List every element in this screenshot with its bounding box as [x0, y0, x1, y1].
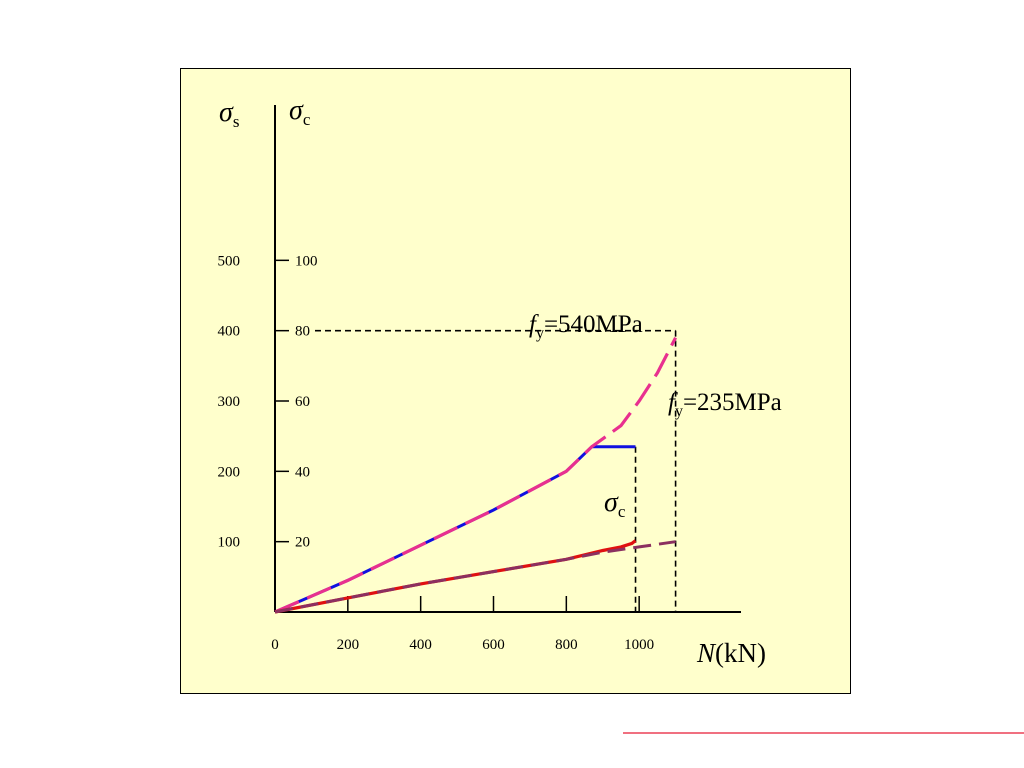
y-left-axis-title: σs	[219, 97, 239, 131]
series-label-sigma-c: σc	[604, 487, 626, 521]
x-tick-label: 400	[409, 637, 432, 653]
sigma-c-calc-line	[274, 540, 676, 614]
series-label-sigma-c-symbol: σ	[604, 487, 619, 518]
bottom-decorative-rule	[623, 732, 1024, 734]
y-left-tick-label: 300	[218, 394, 241, 410]
y-right-tick-label: 60	[295, 394, 310, 410]
x-axis-title-italic: N	[696, 638, 717, 668]
y-left-tick-label: 500	[218, 253, 241, 269]
y-left-axis-symbol: σ	[219, 97, 234, 128]
series-label-235-sub: y	[675, 403, 683, 420]
series-540-line	[274, 336, 678, 614]
chart-svg: σs σc N(kN) fy=540MPa fy=235MPa σc 10020…	[181, 69, 850, 693]
x-tick-label: 1000	[624, 637, 654, 653]
y-right-axis-subscript: c	[303, 110, 311, 129]
y-left-tick-label: 400	[218, 324, 241, 340]
series-label-540-sub: y	[536, 325, 544, 342]
series-label-540-f: f	[529, 311, 539, 338]
y-right-axis-symbol: σ	[289, 95, 304, 126]
series-label-540-rest: =540MPa	[544, 311, 643, 338]
x-tick-label: 200	[337, 637, 360, 653]
series-label-540: fy=540MPa	[529, 311, 643, 342]
y-right-tick-label: 100	[295, 253, 318, 269]
chart-panel: σs σc N(kN) fy=540MPa fy=235MPa σc 100 20…	[180, 68, 851, 694]
x-tick-label: 0	[271, 637, 279, 653]
y-left-axis-subscript: s	[233, 112, 240, 131]
y-right-tick-label: 20	[295, 535, 310, 551]
y-left-tick-label: 100	[218, 535, 241, 551]
chart-background	[181, 69, 850, 693]
series-label-sigma-c-sub: c	[618, 502, 626, 521]
x-tick-label: 800	[555, 637, 578, 653]
y-right-tick-label: 80	[295, 324, 310, 340]
series-label-235-f: f	[668, 389, 678, 416]
x-axis-title: N(kN)	[696, 638, 766, 668]
reference-lines	[315, 329, 677, 612]
x-axis-title-unit: (kN)	[715, 638, 766, 668]
series-label-235: fy=235MPa	[668, 389, 782, 420]
series-label-235-rest: =235MPa	[683, 389, 782, 416]
y-left-tick-label: 200	[218, 464, 241, 480]
x-tick-label: 600	[482, 637, 505, 653]
y-right-axis-title: σc	[289, 95, 311, 129]
series-lines	[274, 336, 678, 614]
y-right-tick-label: 40	[295, 464, 310, 480]
